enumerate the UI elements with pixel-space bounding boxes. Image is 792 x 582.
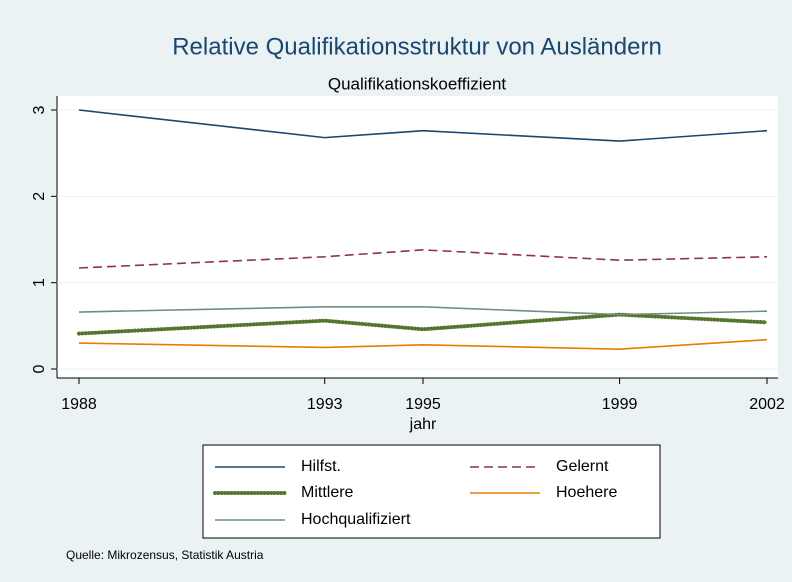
x-tick-label: 1999 <box>602 396 638 413</box>
x-tick-label: 1995 <box>405 396 441 413</box>
legend <box>202 444 661 539</box>
plot-area <box>57 96 778 378</box>
series-line <box>77 312 769 336</box>
x-axis-label: jahr <box>409 416 437 433</box>
legend-label: Gelernt <box>556 458 609 475</box>
legend-label: Hoehere <box>556 484 617 501</box>
series-line <box>78 306 768 316</box>
chart-title: Relative Qualifikationsstruktur von Ausl… <box>172 33 662 60</box>
legend-label: Mittlere <box>301 484 354 501</box>
y-tick-label: 3 <box>31 105 48 114</box>
x-tick-label: 1993 <box>307 396 343 413</box>
y-tick-label: 0 <box>31 364 48 373</box>
series-line <box>78 109 768 142</box>
legend-label: Hochqualifiziert <box>301 511 411 528</box>
series-line <box>78 338 768 350</box>
chart-subtitle: Qualifikationskoeffizient <box>328 74 507 93</box>
x-tick-label: 2002 <box>749 396 785 413</box>
legend-label: Hilfst. <box>301 458 341 475</box>
source-note: Quelle: Mikrozensus, Statistik Austria <box>66 548 264 562</box>
series-line <box>78 249 768 269</box>
y-tick-label: 2 <box>31 192 48 201</box>
y-tick-label: 1 <box>31 278 48 287</box>
x-tick-label: 1988 <box>61 396 97 413</box>
